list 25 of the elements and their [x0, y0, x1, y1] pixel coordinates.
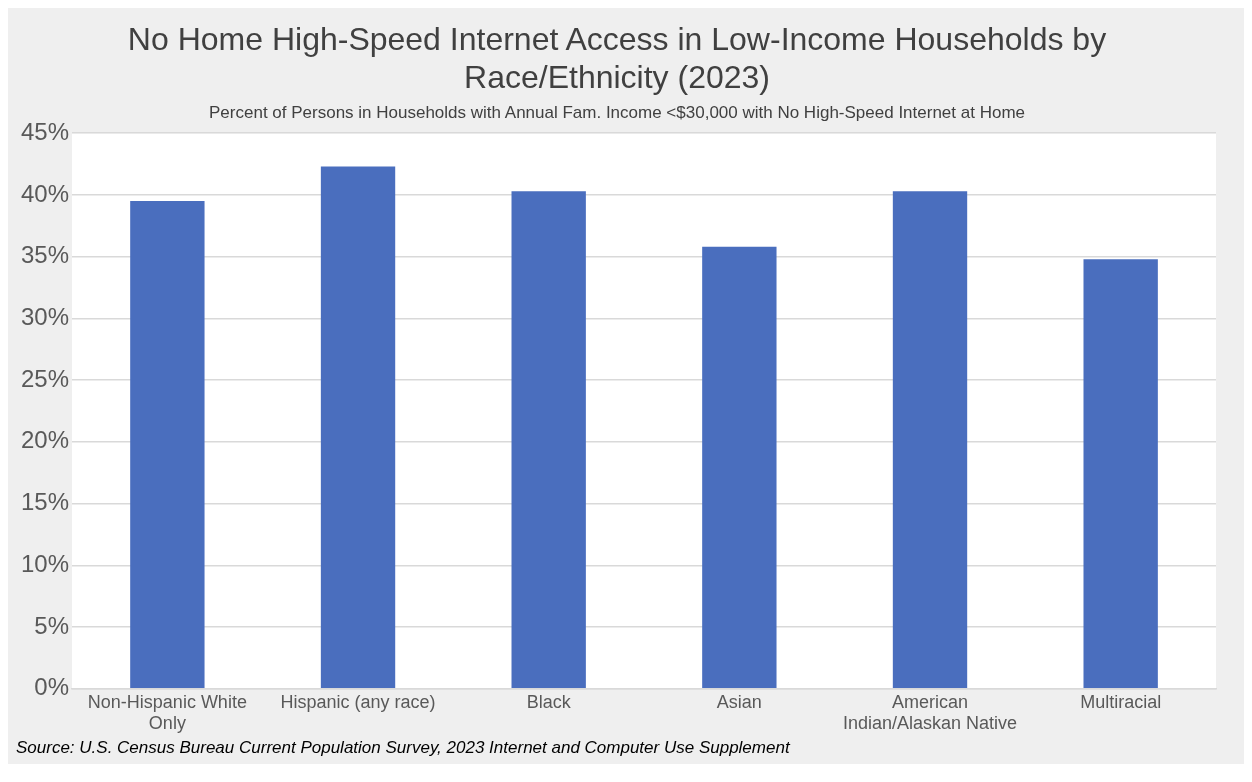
- bar: [320, 166, 396, 689]
- bar: [702, 246, 777, 689]
- y-tick-label: 0%: [34, 673, 70, 701]
- y-tick-label: 40%: [20, 179, 70, 207]
- y-tick-label: 10%: [20, 549, 70, 577]
- x-tick-label: American Indian/Alaskan Native: [842, 691, 1018, 734]
- chart-subtitle: Percent of Persons in Households with Annual Fam. Income <$30,000 with No High-Speed Internet at Home: [209, 102, 1025, 122]
- chart-title: No Home High-Speed Internet Access in Low-Income Households by Race/Ethnicity (2023): [127, 21, 1107, 96]
- y-tick-label: 25%: [20, 364, 70, 392]
- bar: [130, 201, 205, 689]
- y-tick-label: 45%: [20, 117, 70, 145]
- y-tick-label: 30%: [20, 303, 70, 331]
- x-tick-label: Non-Hispanic White Only: [87, 691, 247, 734]
- y-tick-label: 5%: [34, 611, 70, 639]
- x-tick-label: Multiracial: [1080, 691, 1162, 712]
- x-tick-label: Black: [526, 691, 572, 712]
- bar: [1083, 259, 1158, 689]
- bar: [892, 191, 968, 689]
- y-tick-label: 20%: [20, 426, 70, 454]
- y-tick-label: 35%: [20, 241, 70, 269]
- x-tick-label: Hispanic (any race): [280, 691, 436, 712]
- source-note: Source: U.S. Census Bureau Current Population Survey, 2023 Internet and Computer Use Supplement: [15, 738, 792, 759]
- y-tick-label: 15%: [20, 488, 70, 516]
- bar: [511, 191, 586, 689]
- x-tick-label: Asian: [716, 691, 762, 712]
